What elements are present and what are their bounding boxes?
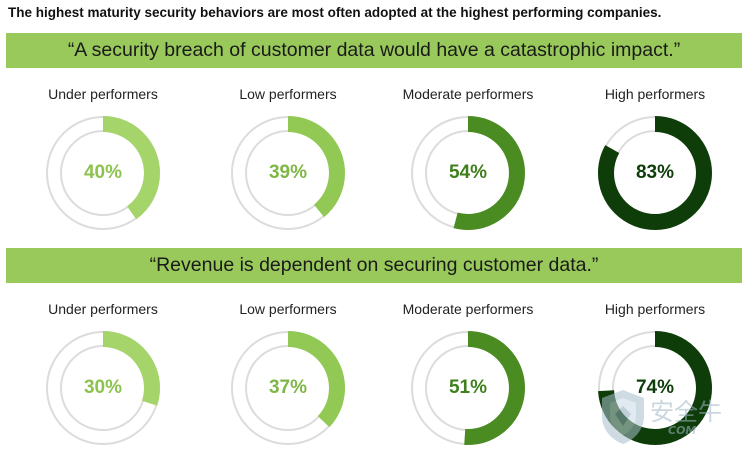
category-label-moderate: Moderate performers (402, 301, 534, 317)
donut-low: 37% (228, 328, 348, 448)
donut-high: 74% (595, 328, 715, 448)
value-label-moderate: 51% (448, 377, 488, 398)
watermark: 安全牛 COM (598, 388, 748, 446)
donut-under: 30% (43, 328, 163, 448)
value-label-under: 40% (83, 162, 123, 183)
value-label-high: 74% (635, 377, 675, 398)
donut-value-arc (46, 116, 160, 230)
donut-value-arc (411, 116, 525, 230)
donut-svg (598, 116, 712, 230)
donut-svg (411, 331, 525, 445)
watermark-sub: COM (668, 424, 697, 437)
donut-value-arc (598, 331, 712, 445)
donut-value-arc (231, 331, 345, 445)
donut-high: 83% (595, 113, 715, 233)
category-label-high: High performers (604, 86, 706, 102)
page-headline: The highest maturity security behaviors … (8, 5, 662, 20)
donut-moderate: 51% (408, 328, 528, 448)
donut-value-arc (598, 116, 712, 230)
value-label-low: 39% (268, 162, 308, 183)
value-label-moderate: 54% (448, 162, 488, 183)
category-label-high: High performers (604, 301, 706, 317)
donut-value-arc (411, 331, 525, 445)
donut-value-arc (231, 116, 345, 230)
donut-value-arc (46, 331, 160, 445)
category-label-moderate: Moderate performers (402, 86, 534, 102)
donut-svg (411, 116, 525, 230)
value-label-high: 83% (635, 162, 675, 183)
chart-title-banner: “Revenue is dependent on securing custom… (6, 248, 742, 283)
donut-svg (46, 331, 160, 445)
category-label-low: Low performers (239, 86, 337, 102)
value-label-low: 37% (268, 377, 308, 398)
donut-svg (598, 331, 712, 445)
donut-svg (231, 331, 345, 445)
donut-under: 40% (43, 113, 163, 233)
donut-svg (46, 116, 160, 230)
donut-low: 39% (228, 113, 348, 233)
donut-svg (231, 116, 345, 230)
value-label-under: 30% (83, 377, 123, 398)
shield-icon (602, 390, 644, 444)
category-label-under: Under performers (48, 86, 158, 102)
category-label-low: Low performers (239, 301, 337, 317)
donut-moderate: 54% (408, 113, 528, 233)
category-label-under: Under performers (48, 301, 158, 317)
chart-title-banner: “A security breach of customer data woul… (6, 33, 742, 68)
watermark-text: 安全牛 (650, 398, 722, 426)
